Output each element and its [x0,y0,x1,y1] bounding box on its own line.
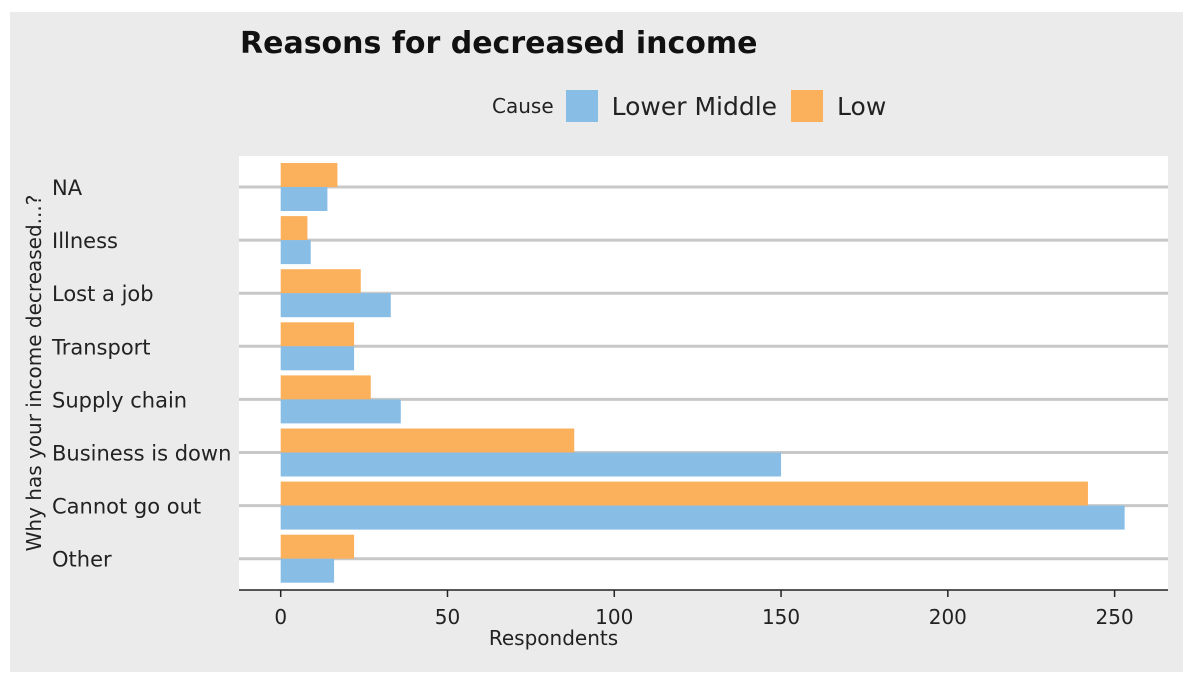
chart-title: Reasons for decreased income [240,26,758,61]
bar-low-lost-a-job [280,269,361,294]
x-tick-label-0: 0 [274,605,287,629]
bar-lower-middle-na [280,187,328,211]
x-tick-label-200: 200 [929,605,967,629]
category-label-other: Other [52,548,112,572]
x-axis-label: Respondents [489,626,618,650]
category-label-transport: Transport [51,335,151,359]
bar-low-illness [280,216,308,241]
x-tick-label-150: 150 [762,605,800,629]
bar-low-cannot-go-out [280,481,1088,506]
bar-lower-middle-illness [280,240,311,265]
bar-lower-middle-other [280,558,335,583]
legend-label-low: Low [837,91,887,121]
bar-lower-middle-transport [280,346,355,371]
bar-lower-middle-lost-a-job [280,293,391,318]
bar-lower-middle-cannot-go-out [280,505,1125,530]
bar-low-na [280,163,338,187]
bar-low-business-is-down [280,428,575,453]
category-label-na: NA [52,176,83,200]
legend-title: Cause [492,94,554,118]
bar-low-other [280,534,355,559]
category-label-cannot-go-out: Cannot go out [52,495,201,519]
y-axis-label: Why has your income decreased...? [22,195,46,552]
legend-key-lower-middle [565,90,598,122]
category-label-supply-chain: Supply chain [52,388,187,412]
x-tick-label-50: 50 [435,605,460,629]
x-tick-label-100: 100 [595,605,633,629]
bar-lower-middle-business-is-down [280,452,782,477]
category-label-illness: Illness [52,229,118,253]
legend-key-low [791,90,824,122]
legend-label-lower-middle: Lower Middle [611,91,778,121]
bar-low-supply-chain [280,375,371,400]
legend: Cause Lower Middle Low [492,86,900,126]
category-label-business-is-down: Business is down [52,442,231,466]
bar-lower-middle-supply-chain [280,399,401,424]
x-tick-label-250: 250 [1096,605,1134,629]
category-label-lost-a-job: Lost a job [52,282,154,306]
bar-low-transport [280,322,355,347]
